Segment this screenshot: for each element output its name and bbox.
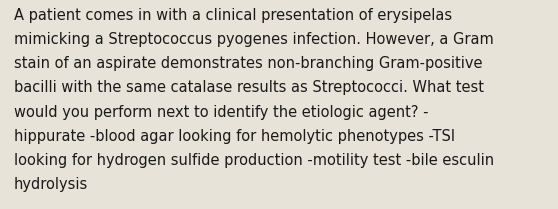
Text: stain of an aspirate demonstrates non-branching Gram-positive: stain of an aspirate demonstrates non-br… — [14, 56, 483, 71]
Text: would you perform next to identify the etiologic agent? -: would you perform next to identify the e… — [14, 104, 429, 120]
Text: bacilli with the same catalase results as Streptococci. What test: bacilli with the same catalase results a… — [14, 80, 484, 96]
Text: hippurate -blood agar looking for hemolytic phenotypes -TSI: hippurate -blood agar looking for hemoly… — [14, 129, 455, 144]
Text: A patient comes in with a clinical presentation of erysipelas: A patient comes in with a clinical prese… — [14, 8, 452, 23]
Text: looking for hydrogen sulfide production -motility test -bile esculin: looking for hydrogen sulfide production … — [14, 153, 494, 168]
Text: mimicking a Streptococcus pyogenes infection. However, a Gram: mimicking a Streptococcus pyogenes infec… — [14, 32, 494, 47]
Text: hydrolysis: hydrolysis — [14, 177, 88, 192]
